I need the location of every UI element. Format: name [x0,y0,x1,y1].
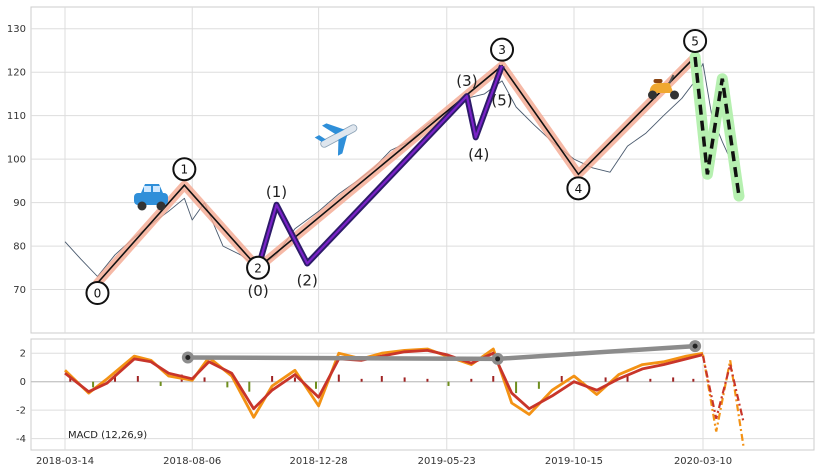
price-y-tick-label: 70 [13,285,26,296]
price-plot-area [30,6,815,334]
x-tick-label: 2020-03-10 [674,456,732,467]
scooter-body [649,83,674,93]
macd-line [64,347,704,419]
wave-point-label: 2 [254,261,262,275]
plane-wing [321,123,345,135]
macd-annotation: MACD (12,26,9) [68,430,147,441]
macd-histogram-bar [604,377,607,382]
wave-point-label: 1 [181,163,189,177]
wave-point-circle [85,281,110,306]
sub-wave-label: (0) [247,282,268,300]
car-wheel [156,201,166,211]
macd-y-tick-label: -2 [16,406,26,417]
elliott-wave-line [96,56,696,284]
price-y-tick-label: 120 [7,68,26,79]
x-tick-label: 2019-10-15 [545,456,603,467]
car-window [153,186,161,192]
macd-histogram-bar [626,376,629,382]
scooter-handle [668,74,675,84]
wave-point-circle [246,255,271,280]
macd-y-tick-label: -4 [16,434,26,445]
wave-point-circle [172,157,197,182]
macd-histogram-bar [271,376,274,382]
macd-histogram-bar [114,374,117,382]
scooter-icon [648,74,680,100]
wave-point-circle [566,176,591,201]
sub-wave-label: (3) [456,72,477,90]
x-tick-label: 2018-08-06 [163,456,221,467]
macd-histogram-bar [560,376,563,382]
macd-histogram-bar [649,378,652,382]
price-y-tick-label: 130 [7,24,26,35]
macd-histogram-bar [447,381,450,386]
wave-point-circle [490,37,515,62]
macd-histogram-bar [159,381,162,386]
signal-forecast-line [701,355,745,422]
sub-wave-label: (4) [468,145,489,163]
plane-tail [314,135,326,142]
macd-histogram-bar [136,376,139,382]
macd-y-tick-label: 2 [20,349,26,360]
sub-wave-label: (5) [491,92,512,110]
macd-histogram-bar [69,377,72,382]
car-wheel [137,201,147,211]
macd-histogram-bar [337,374,340,382]
macd-histogram-bar [293,377,296,382]
divergence-point-center [495,356,501,362]
sub-wave-label: (2) [297,271,318,289]
airplane-icon [314,123,358,156]
scooter-seat [653,79,663,83]
signal-line [64,348,704,411]
macd-histogram-bar [403,377,406,382]
price-y-tick-label: 80 [13,242,26,253]
macd-histogram-bar [248,381,251,392]
macd-histogram-bar [672,377,675,382]
car-icon [134,184,169,211]
x-tick-label: 2019-05-23 [418,456,476,467]
sub-wave-label: (1) [266,183,287,201]
wave-point-circle [683,28,708,53]
macd-histogram-bar [426,378,429,382]
wave-point-label: 0 [94,287,102,301]
macd-histogram-bar [537,381,540,389]
macd-histogram-bar [314,381,317,389]
macd-histogram-bar [203,377,206,382]
wave-point-label: 3 [498,43,506,57]
macd-histogram-bar [380,376,383,382]
price-panel: 70 80 90 100 110 120 130 0 1 2 3 4 5 (0) (1) (2) (3) (4) (… [7,6,815,334]
scooter-wheel [670,90,680,100]
wave-point-label: 5 [691,34,699,48]
macd-histogram-bar [470,378,473,382]
macd-histogram-bar [226,381,229,388]
macd-histogram-bar [515,381,518,394]
wave-point-label: 4 [575,182,583,196]
x-tick-label: 2018-03-14 [36,456,94,467]
macd-histogram-bar [92,381,95,388]
forecast-line [693,56,741,197]
sub-wave-line [257,65,504,269]
divergence-point-center [185,355,191,360]
macd-y-tick-label: 0 [20,377,26,388]
macd-histogram-bar [692,378,695,382]
macd-histogram-bar [492,376,495,382]
x-tick-label: 2018-12-28 [290,456,348,467]
scooter-wheel [648,90,658,100]
divergence-point-center [692,343,698,349]
macd-panel: -4 -2 0 2 2018-03-14 2018-08-06 2018-12-28 2019… [16,338,815,467]
car-window [144,186,152,192]
macd-histogram-bar [360,378,363,382]
price-y-tick-label: 100 [7,155,26,166]
plane-wing [337,134,348,156]
price-y-tick-label: 110 [7,111,26,122]
price-y-tick-label: 90 [13,198,26,209]
